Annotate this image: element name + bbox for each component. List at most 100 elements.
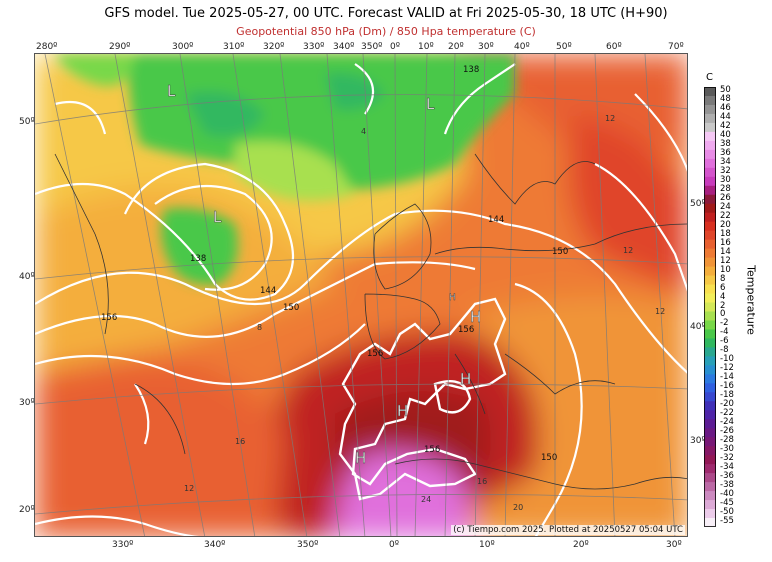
- colorbar-tick-label: 8: [720, 273, 726, 284]
- colorbar-tick-label: -2: [720, 318, 729, 329]
- colorbar-swatch: [704, 518, 716, 527]
- temperature-label: 12: [605, 114, 615, 123]
- colorbar-swatch: [704, 104, 716, 115]
- colorbar-swatch: [704, 338, 716, 348]
- colorbar-swatch: [704, 257, 716, 268]
- colorbar-tick-label: -16: [720, 381, 734, 392]
- colorbar-tick-label: 20: [720, 219, 731, 230]
- colorbar-swatch: [704, 302, 716, 312]
- colorbar-tick-label: 30: [720, 174, 731, 185]
- contour-label: 156: [458, 325, 474, 335]
- top-lon-label: 310º: [223, 42, 245, 52]
- colorbar-tick-label: 22: [720, 210, 731, 221]
- colorbar-tick-label: -10: [720, 354, 734, 365]
- low-center: L: [213, 208, 222, 226]
- colorbar-title: Temperature: [744, 265, 758, 335]
- colorbar-tick-label: 42: [720, 120, 731, 131]
- colorbar-tick-label: 18: [720, 228, 731, 239]
- left-lat-label: 30º: [19, 398, 35, 408]
- high-pressure-contour: [338, 297, 507, 501]
- temperature-label: 16: [477, 477, 487, 486]
- bottom-lon-label: 330º: [112, 540, 134, 550]
- colorbar-tick-label: 16: [720, 237, 731, 248]
- chart-title: GFS model. Tue 2025-05-27, 00 UTC. Forec…: [104, 6, 668, 21]
- colorbar-swatch: [704, 320, 716, 330]
- colorbar-tick-label: 28: [720, 183, 731, 194]
- colorbar-swatch: [704, 311, 716, 321]
- colorbar-swatch: [704, 293, 716, 304]
- bottom-lon-label: 30º: [666, 540, 682, 550]
- bottom-lon-label: 20º: [573, 540, 589, 550]
- bottom-lon-label: 10º: [479, 540, 495, 550]
- right-lat-label: 40º: [690, 322, 706, 332]
- colorbar-tick-label: -40: [720, 489, 734, 500]
- chart-subtitle: Geopotential 850 hPa (Dm) / 850 Hpa temp…: [236, 25, 536, 38]
- top-lon-label: 60º: [606, 42, 622, 52]
- left-lat-label: 50º: [19, 117, 35, 127]
- colorbar-swatch: [704, 230, 716, 241]
- top-lon-label: 280º: [36, 42, 58, 52]
- contour-label: 156: [367, 349, 383, 359]
- top-lon-label: 320º: [263, 42, 285, 52]
- colorbar-swatch: [704, 266, 716, 277]
- geopotential-contours: [35, 63, 687, 536]
- colorbar-swatch: [704, 284, 716, 295]
- bottom-lon-label: 350º: [297, 540, 319, 550]
- colorbar-swatch: [704, 401, 716, 411]
- colorbar-swatch: [704, 356, 716, 366]
- colorbar-swatch: [704, 500, 716, 510]
- contour-label: 138: [190, 254, 206, 264]
- colorbar-tick-label: 40: [720, 129, 731, 140]
- colorbar-swatch: [704, 374, 716, 384]
- contour-label: 150: [552, 247, 568, 257]
- top-lon-label: 50º: [556, 42, 572, 52]
- temperature-label: 4: [361, 127, 366, 136]
- colorbar-swatch: [704, 248, 716, 259]
- colorbar-swatch: [704, 509, 716, 519]
- colorbar-swatch: [704, 446, 716, 456]
- colorbar-swatch: [704, 329, 716, 339]
- colorbar-tick-label: 6: [720, 282, 726, 293]
- colorbar-tick-label: 14: [720, 246, 731, 257]
- top-lon-label: 20º: [448, 42, 464, 52]
- colorbar-swatch: [704, 221, 716, 232]
- top-lon-label: 350º: [361, 42, 383, 52]
- contour-label: 138: [463, 65, 479, 75]
- colorbar-swatch: [704, 140, 716, 151]
- colorbar-tick-label: 48: [720, 93, 731, 104]
- top-lon-label: 10º: [418, 42, 434, 52]
- top-lon-label: 0º: [390, 42, 400, 52]
- temperature-label: 12: [184, 484, 194, 493]
- temperature-label: 20: [513, 503, 523, 512]
- colorbar-swatch: [704, 464, 716, 474]
- colorbar-tick-label: -38: [720, 480, 734, 491]
- temperature-label: 12: [655, 307, 665, 316]
- temperature-label: 8: [257, 323, 262, 332]
- colorbar-swatch: [704, 410, 716, 420]
- top-lon-label: 290º: [109, 42, 131, 52]
- top-lon-label: 70º: [668, 42, 684, 52]
- colorbar-swatch: [704, 239, 716, 250]
- temperature-labels: 12 12 16 12 16 24 20 8 4 12: [184, 114, 665, 512]
- high-center: H: [449, 293, 456, 303]
- pressure-centers: L L L H H H H H: [167, 82, 482, 468]
- high-center: H: [470, 308, 481, 326]
- contour-label: 156: [101, 313, 117, 323]
- colorbar-swatch: [704, 87, 716, 97]
- colorbar: [704, 87, 716, 527]
- colorbar-tick-label: -26: [720, 426, 734, 437]
- colorbar-tick-label: 36: [720, 147, 731, 158]
- colorbar-tick-label: -24: [720, 417, 734, 428]
- left-lat-label: 20º: [19, 505, 35, 515]
- colorbar-tick-label: 32: [720, 165, 731, 176]
- colorbar-tick-label: 50: [720, 85, 731, 95]
- colorbar-tick-label: -45: [720, 498, 734, 509]
- colorbar-tick-label: -12: [720, 363, 734, 374]
- colorbar-swatch: [704, 428, 716, 438]
- colorbar-swatch: [704, 113, 716, 124]
- colorbar-tick-label: 34: [720, 156, 731, 167]
- colorbar-tick-label: -36: [720, 471, 734, 482]
- colorbar-tick-label: 26: [720, 192, 731, 203]
- colorbar-tick-label: 4: [720, 291, 726, 302]
- temperature-label: 16: [235, 437, 245, 446]
